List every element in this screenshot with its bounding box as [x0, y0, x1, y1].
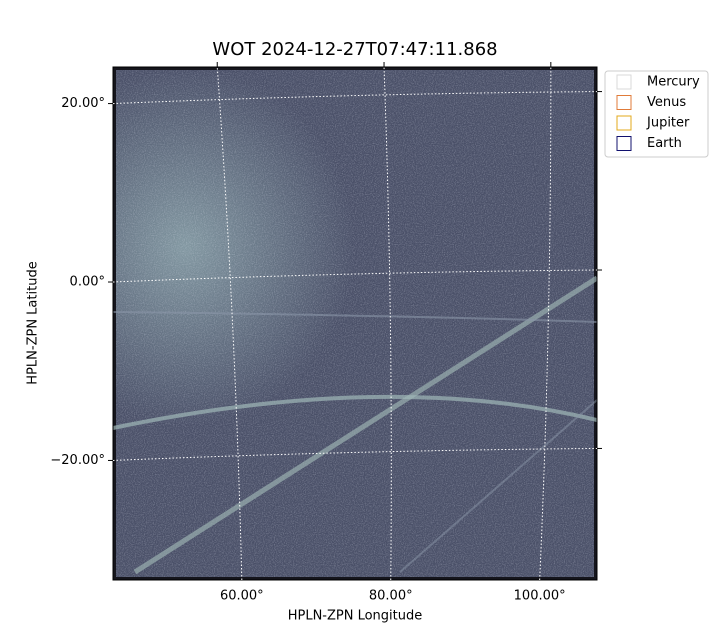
y-tick-label: −20.00° — [50, 453, 105, 468]
x-tick-label: 100.00° — [514, 589, 566, 604]
chart-title: WOT 2024-12-27T07:47:11.868 — [212, 39, 497, 60]
grid-line — [112, 269, 598, 283]
plot-frame — [112, 66, 598, 581]
legend-swatch — [616, 95, 632, 110]
legend-label: Jupiter — [646, 116, 690, 131]
y-axis-label: HPLN-ZPN Latitude — [26, 261, 41, 384]
grid-line — [112, 91, 598, 105]
legend-box — [604, 70, 709, 158]
legend-swatch — [616, 115, 632, 131]
legend-label: Venus — [647, 95, 686, 110]
legend-swatch — [616, 136, 632, 151]
grid-line — [216, 66, 243, 581]
x-axis-label: HPLN-ZPN Longitude — [288, 609, 423, 624]
y-tick-label: 20.00° — [61, 96, 105, 111]
grid-line — [539, 66, 552, 581]
legend-label: Earth — [647, 136, 682, 151]
legend-label: Mercury — [647, 75, 700, 90]
grid-line — [112, 447, 598, 461]
y-tick-label: 0.00° — [70, 275, 105, 290]
image — [113, 67, 597, 580]
x-tick-label: 80.00° — [369, 589, 413, 604]
legend-swatch — [616, 74, 632, 90]
legend — [604, 70, 709, 158]
x-tick-label: 60.00° — [220, 589, 264, 604]
grid-line — [383, 66, 392, 581]
